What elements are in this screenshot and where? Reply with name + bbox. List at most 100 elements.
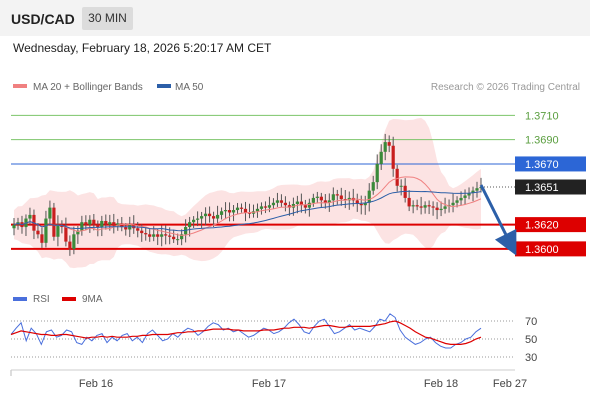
x-tick-label: Feb 16 xyxy=(79,378,113,390)
candle-body xyxy=(136,228,140,231)
rsi-legend-swatch xyxy=(13,297,27,301)
candle-body xyxy=(363,202,367,206)
candle-body xyxy=(399,185,403,187)
candle-body xyxy=(160,234,164,237)
forecast-arrow xyxy=(479,184,517,256)
candle-body xyxy=(391,145,395,169)
candle-body xyxy=(459,197,463,201)
candle-body xyxy=(203,213,208,217)
candle-body xyxy=(207,213,212,217)
candle-body xyxy=(423,205,427,208)
candle-body xyxy=(223,210,228,212)
level-label: 1.3620 xyxy=(525,220,559,232)
candle-body xyxy=(319,196,323,201)
level-label: 1.3600 xyxy=(525,244,559,256)
level-label: 1.3690 xyxy=(525,135,559,147)
rsi-legend: RSI 9MA xyxy=(13,294,103,305)
candle-body xyxy=(383,142,387,152)
candle-body xyxy=(56,224,60,237)
candle-body xyxy=(172,236,176,240)
x-tick-label: Feb 18 xyxy=(424,378,458,390)
moving-averages xyxy=(13,176,482,236)
candle-body xyxy=(279,200,284,203)
candle-body xyxy=(44,218,48,243)
candle-body xyxy=(40,234,44,243)
candle-body xyxy=(275,200,280,203)
candle-body xyxy=(76,230,80,235)
candle-body xyxy=(48,207,52,219)
candle-body xyxy=(263,206,268,208)
timeframe-button[interactable]: 30 MIN xyxy=(82,7,133,30)
candle-body xyxy=(52,207,56,237)
candle-body xyxy=(196,218,200,220)
level-label-box xyxy=(515,156,586,172)
candle-body xyxy=(259,206,264,209)
candle-body xyxy=(152,234,156,237)
candle-body xyxy=(180,234,184,240)
rsi-tick-label: 30 xyxy=(525,352,537,364)
candle-body xyxy=(327,200,331,203)
rsi-ma-legend-label: 9MA xyxy=(82,294,103,305)
chart-legend: MA 20 + Bollinger Bands MA 50 Research ©… xyxy=(13,82,580,93)
candle-body xyxy=(335,194,339,196)
rsi-legend-label: RSI xyxy=(33,294,50,305)
rsi-tick-label: 70 xyxy=(525,316,537,328)
candle-body xyxy=(188,222,192,228)
rsi-ma-legend-swatch xyxy=(62,297,76,301)
bollinger-band-fill xyxy=(14,117,481,269)
candle-body xyxy=(28,214,32,219)
candle-body xyxy=(88,219,92,225)
candle-body xyxy=(120,223,124,228)
candle-body xyxy=(435,207,439,211)
candle-body xyxy=(168,235,172,237)
candle-body xyxy=(176,239,180,241)
candle-body xyxy=(463,195,467,198)
candle-body xyxy=(455,200,459,203)
candle-body xyxy=(64,227,68,242)
candle-body xyxy=(255,208,260,212)
candle-body xyxy=(331,194,335,201)
candle-body xyxy=(411,205,415,207)
candle-body xyxy=(415,205,419,207)
candle-body xyxy=(419,206,423,208)
candle-body xyxy=(427,205,431,207)
candle-body xyxy=(96,224,100,228)
candle-body xyxy=(219,211,224,215)
credit-text: Research © 2026 Trading Central xyxy=(431,82,580,93)
candle-body xyxy=(395,168,399,186)
candle-body xyxy=(295,201,299,204)
ma50-legend-swatch xyxy=(157,84,171,88)
candle-body xyxy=(211,216,216,219)
candle-body xyxy=(112,222,116,226)
candle-body xyxy=(192,219,196,223)
candle-body xyxy=(243,208,248,213)
header-bar: USD/CAD 30 MIN xyxy=(0,0,590,36)
candle-body xyxy=(307,202,311,208)
candle-body xyxy=(443,206,447,209)
candle-body xyxy=(451,202,455,206)
candle-body xyxy=(439,208,443,211)
candle-body xyxy=(227,210,232,213)
forecast-arrow-line xyxy=(479,184,517,256)
level-label-box xyxy=(515,179,586,195)
candle-body xyxy=(124,227,128,230)
candle-body xyxy=(156,234,160,237)
candle-body xyxy=(12,224,16,229)
candle-body xyxy=(471,190,475,194)
candle-body xyxy=(359,203,363,206)
candle-body xyxy=(215,214,220,219)
candle-body xyxy=(371,182,375,191)
candle-body xyxy=(339,195,343,200)
candle-body xyxy=(467,193,471,196)
candle-body xyxy=(144,233,148,235)
x-tick-label: Feb 27 xyxy=(493,378,527,390)
ma20-legend-swatch xyxy=(13,84,27,88)
candle-body xyxy=(68,241,72,249)
candle-body xyxy=(140,230,144,234)
candle-body xyxy=(271,202,276,206)
candle-body xyxy=(375,163,379,183)
ma20-legend-label: MA 20 + Bollinger Bands xyxy=(33,82,143,93)
candle-body xyxy=(72,234,76,249)
candle-body xyxy=(311,197,315,203)
